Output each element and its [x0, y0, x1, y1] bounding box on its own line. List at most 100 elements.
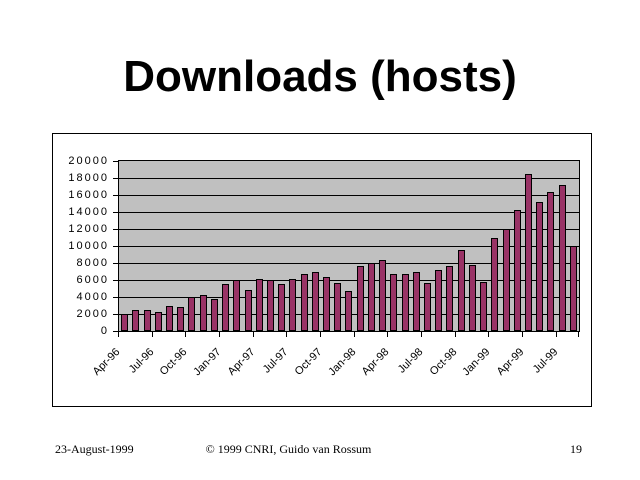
- bar: [278, 284, 286, 331]
- bar: [480, 281, 488, 331]
- bar: [524, 173, 532, 331]
- bar: [345, 291, 353, 331]
- bar: [390, 274, 398, 331]
- gridline: [119, 177, 579, 179]
- bar-slot: [355, 161, 366, 331]
- bar-slot: [209, 161, 220, 331]
- bar: [435, 269, 443, 331]
- bar: [210, 298, 218, 331]
- bar-slot: [444, 161, 455, 331]
- bar: [569, 246, 577, 331]
- y-axis-tick-label: 10000: [68, 239, 109, 252]
- bar: [199, 294, 207, 331]
- bar: [255, 279, 263, 331]
- x-axis-tick: [218, 331, 220, 337]
- footer-page-number: 19: [570, 442, 582, 456]
- bar-slot: [411, 161, 422, 331]
- bar: [177, 306, 185, 331]
- footer-date: 23-August-1999: [55, 442, 134, 456]
- y-axis-tick: [113, 177, 118, 179]
- bar: [154, 311, 162, 331]
- y-axis-tick-label: 14000: [68, 205, 109, 218]
- x-axis-tick: [420, 331, 422, 337]
- x-axis-tick: [252, 331, 254, 337]
- gridline: [119, 279, 579, 281]
- y-axis-tick-label: 20000: [68, 154, 109, 167]
- bar: [143, 309, 151, 331]
- bar-slot: [141, 161, 152, 331]
- bar-slot: [231, 161, 242, 331]
- bar-slot: [175, 161, 186, 331]
- bar-slot: [254, 161, 265, 331]
- bar: [300, 274, 308, 331]
- bar-series: [119, 161, 579, 331]
- bar-slot: [500, 161, 511, 331]
- y-axis-tick: [113, 330, 118, 332]
- y-axis-tick: [113, 228, 118, 230]
- x-axis-tick: [488, 331, 490, 337]
- y-axis-tick-label: 6000: [76, 273, 109, 286]
- bar: [311, 271, 319, 331]
- y-axis-tick-label: 18000: [68, 171, 109, 184]
- bar-slot: [422, 161, 433, 331]
- bar-slot: [242, 161, 253, 331]
- bar-slot: [534, 161, 545, 331]
- bar: [379, 259, 387, 331]
- x-axis-tick: [286, 331, 288, 337]
- bar-slot: [276, 161, 287, 331]
- bar-slot: [287, 161, 298, 331]
- gridline: [119, 211, 579, 213]
- y-axis-tick-label: 8000: [76, 256, 109, 269]
- bar-slot: [164, 161, 175, 331]
- bar: [244, 290, 252, 331]
- bar-slot: [153, 161, 164, 331]
- bar-slot: [265, 161, 276, 331]
- y-axis-tick-label: 16000: [68, 188, 109, 201]
- bar: [233, 280, 241, 331]
- y-axis-tick: [113, 160, 118, 162]
- bar: [558, 184, 566, 331]
- bar: [367, 263, 375, 331]
- x-axis-tick: [578, 331, 579, 337]
- bar-slot: [366, 161, 377, 331]
- bar: [165, 305, 173, 331]
- bar: [491, 238, 499, 331]
- gridline: [119, 262, 579, 264]
- y-axis-tick-label: 4000: [76, 290, 109, 303]
- bar-slot: [332, 161, 343, 331]
- bar: [468, 264, 476, 331]
- bar-slot: [321, 161, 332, 331]
- gridline: [119, 228, 579, 230]
- bar-slot: [489, 161, 500, 331]
- bar: [446, 266, 454, 331]
- x-axis-tick: [151, 331, 153, 337]
- bar: [334, 283, 342, 331]
- x-axis-tick: [454, 331, 456, 337]
- bar-slot: [456, 161, 467, 331]
- bar: [266, 280, 274, 331]
- x-axis-tick: [387, 331, 389, 337]
- bar-slot: [568, 161, 579, 331]
- y-axis-tick-label: 0: [100, 324, 109, 337]
- bar: [502, 229, 510, 331]
- bar: [424, 283, 432, 331]
- bar: [323, 277, 331, 331]
- bar-slot: [467, 161, 478, 331]
- bar: [356, 265, 364, 331]
- y-axis-tick: [113, 313, 118, 315]
- gridline: [119, 245, 579, 247]
- bar: [547, 191, 555, 331]
- y-axis-tick: [113, 279, 118, 281]
- y-axis-tick: [113, 262, 118, 264]
- chart-frame: 0 2000 4000 6000 8000 10000 12000 14000 16000 180…: [52, 133, 592, 407]
- bar: [412, 271, 420, 331]
- bar-slot: [523, 161, 534, 331]
- bar: [132, 309, 140, 331]
- bar: [188, 297, 196, 331]
- bar-slot: [130, 161, 141, 331]
- bar-slot: [119, 161, 130, 331]
- bar: [121, 314, 129, 331]
- bar-slot: [377, 161, 388, 331]
- bar: [401, 274, 409, 331]
- bar-slot: [478, 161, 489, 331]
